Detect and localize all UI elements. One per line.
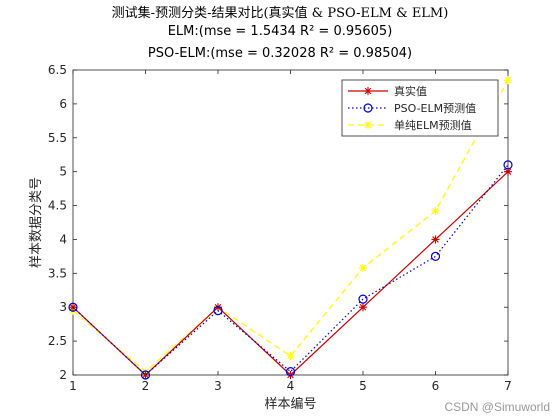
- series-0: [69, 167, 512, 379]
- data-point: [431, 235, 440, 244]
- x-tick-label: 7: [504, 379, 512, 393]
- data-point: [214, 303, 222, 312]
- data-point: [364, 121, 372, 129]
- data-point: [141, 371, 150, 379]
- x-tick-label: 4: [287, 379, 295, 393]
- legend-label: PSO-ELM预测值: [394, 102, 476, 115]
- data-point: [213, 306, 223, 316]
- y-axis-label: 样本数据分类号: [29, 177, 44, 268]
- chart-title-line-3: PSO-ELM:(mse = 0.32028 R² = 0.98504): [147, 46, 413, 61]
- y-tick-label: 2.5: [48, 334, 67, 348]
- data-point: [69, 303, 77, 312]
- data-point: [286, 352, 295, 361]
- data-point: [504, 76, 512, 85]
- y-tick-label: 5: [59, 165, 67, 179]
- y-tick-label: 4: [59, 232, 67, 246]
- x-tick-label: 2: [142, 379, 150, 393]
- x-axis-label: 样本编号: [264, 397, 316, 412]
- x-tick-label: 5: [359, 379, 367, 393]
- y-tick-label: 5.5: [48, 131, 67, 145]
- data-point: [359, 263, 367, 272]
- y-tick-label: 4.5: [48, 199, 67, 213]
- watermark: CSDN @Simuworld: [444, 400, 550, 414]
- series-1: [68, 160, 513, 380]
- data-point: [359, 303, 367, 312]
- legend-label: 真实值: [394, 84, 427, 98]
- y-tick-label: 6.5: [48, 63, 67, 77]
- data-point: [503, 160, 513, 170]
- data-point: [68, 302, 78, 312]
- chart-title-line-1: 测试集-预测分类-结果对比(真实值 & PSO-ELM & ELM): [111, 6, 449, 21]
- x-tick-label: 6: [432, 379, 440, 393]
- chart-title-line-2: ELM:(mse = 1.5434 R² = 0.95605): [167, 24, 393, 39]
- legend-label: 单纯ELM预测值: [394, 119, 472, 132]
- data-point: [285, 367, 296, 377]
- y-tick-label: 6: [59, 97, 67, 111]
- data-point: [504, 167, 512, 176]
- y-tick-label: 3: [59, 300, 67, 314]
- data-point: [363, 103, 373, 113]
- data-point: [358, 294, 368, 304]
- y-tick-label: 3.5: [48, 266, 67, 280]
- y-tick-label: 2: [59, 368, 67, 382]
- data-point: [286, 371, 295, 379]
- x-tick-label: 3: [214, 379, 222, 393]
- data-point: [140, 370, 151, 380]
- data-point: [431, 206, 440, 215]
- x-tick-label: 1: [69, 379, 77, 393]
- data-point: [364, 87, 372, 95]
- data-point: [430, 251, 441, 261]
